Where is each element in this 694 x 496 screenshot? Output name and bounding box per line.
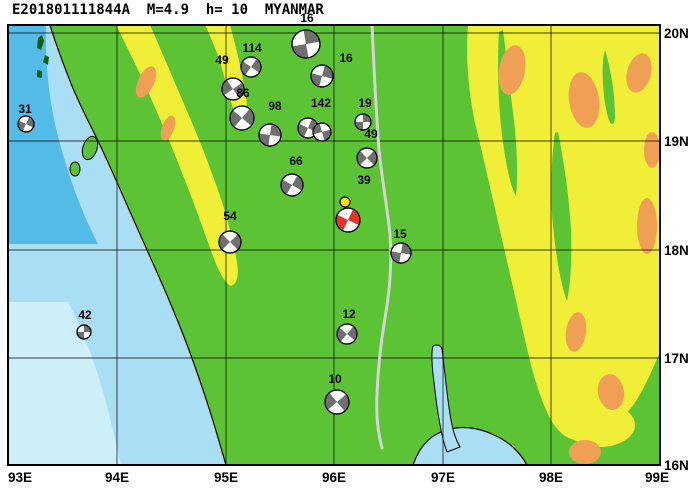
x-axis-label: 94E [105, 470, 129, 485]
ocean-shallow-south [8, 302, 121, 465]
sittaung-estuary [431, 344, 461, 453]
beachball-marker [324, 389, 350, 415]
plot-title: E201801111844A M=4.9 h= 10 MYANMAR [12, 2, 324, 18]
cheduba-island [69, 161, 81, 177]
northern-islets [37, 35, 49, 78]
beachball-marker [258, 123, 282, 147]
event-depth-label: 12 [342, 307, 356, 321]
highland-orange-patch [568, 72, 600, 128]
beachball-marker [390, 242, 412, 264]
event-depth-label: 66 [289, 154, 303, 168]
ramree-island [81, 135, 99, 161]
ridge-orange-patch [160, 115, 176, 141]
highland-orange-patch [626, 53, 652, 93]
map-frame [7, 24, 661, 466]
highland-orange-patch [569, 440, 601, 464]
event-depth-label: 142 [311, 96, 331, 110]
highland-orange-patch [644, 132, 660, 168]
y-axis-label: 19N [664, 134, 689, 149]
highland-orange-patch [498, 45, 526, 95]
beachball-marker [229, 105, 255, 131]
y-axis-label: 16N [664, 458, 689, 473]
x-axis-label: 93E [8, 470, 32, 485]
highland-valley [602, 50, 615, 125]
x-axis-label: 98E [539, 470, 563, 485]
coastline [49, 25, 227, 465]
event-depth-label: 16 [339, 51, 353, 65]
event-depth-label: 54 [223, 209, 237, 223]
beachball-marker [310, 64, 334, 88]
event-depth-label: 10 [328, 372, 342, 386]
beachball-marker [280, 173, 304, 197]
rakhine-yoma-ridge [116, 25, 238, 286]
beachball-marker [221, 77, 245, 101]
event-depth-label: 42 [78, 308, 92, 322]
event-depth-label: 16 [300, 11, 314, 25]
event-depth-label: 19 [358, 96, 372, 110]
beachball-marker [354, 113, 372, 131]
event-depth-label: 39 [357, 173, 371, 187]
y-axis-label: 18N [664, 243, 689, 258]
beachball-marker [356, 147, 378, 169]
y-axis-label: 20N [664, 26, 689, 41]
beachball-marker [336, 323, 358, 345]
beachball-marker [291, 29, 321, 59]
gulf-of-martaban [412, 426, 528, 465]
highland-orange-patch [565, 312, 587, 352]
highland-orange-patch [637, 198, 657, 254]
y-axis-label: 17N [664, 351, 689, 366]
events-layer: 31 16 114 49 16 86 98 142 19 49 66 39 54 15 42 12 10 [17, 11, 412, 415]
event-depth-label: 49 [215, 53, 229, 67]
x-axis-label: 99E [645, 470, 669, 485]
event-depth-label: 114 [242, 41, 262, 55]
epicenter-marker [339, 196, 351, 208]
beachball-marker [76, 324, 92, 340]
event-depth-label: 31 [18, 102, 32, 116]
axis-layer: 93E 94E 95E 96E 97E 98E 99E 20N 19N 18N 17N 16N [8, 26, 689, 485]
highland-orange-patch [597, 374, 625, 410]
highland-valley [551, 132, 572, 301]
event-depth-label: 15 [393, 227, 407, 241]
beachball-marker [17, 115, 35, 133]
x-axis-label: 96E [322, 470, 346, 485]
main-event-beachball [335, 207, 361, 233]
beachball-marker [312, 122, 332, 142]
event-depth-label: 98 [268, 99, 282, 113]
ridge-orange-patch [135, 66, 157, 98]
event-depth-label: 86 [236, 86, 250, 100]
x-axis-label: 97E [431, 470, 455, 485]
highland-yellow-patch [565, 403, 635, 447]
x-axis-label: 95E [214, 470, 238, 485]
event-depth-label: 49 [364, 127, 378, 141]
beachball-marker [218, 230, 242, 254]
beachball-marker [240, 56, 262, 78]
ocean-deep-band [8, 25, 98, 244]
